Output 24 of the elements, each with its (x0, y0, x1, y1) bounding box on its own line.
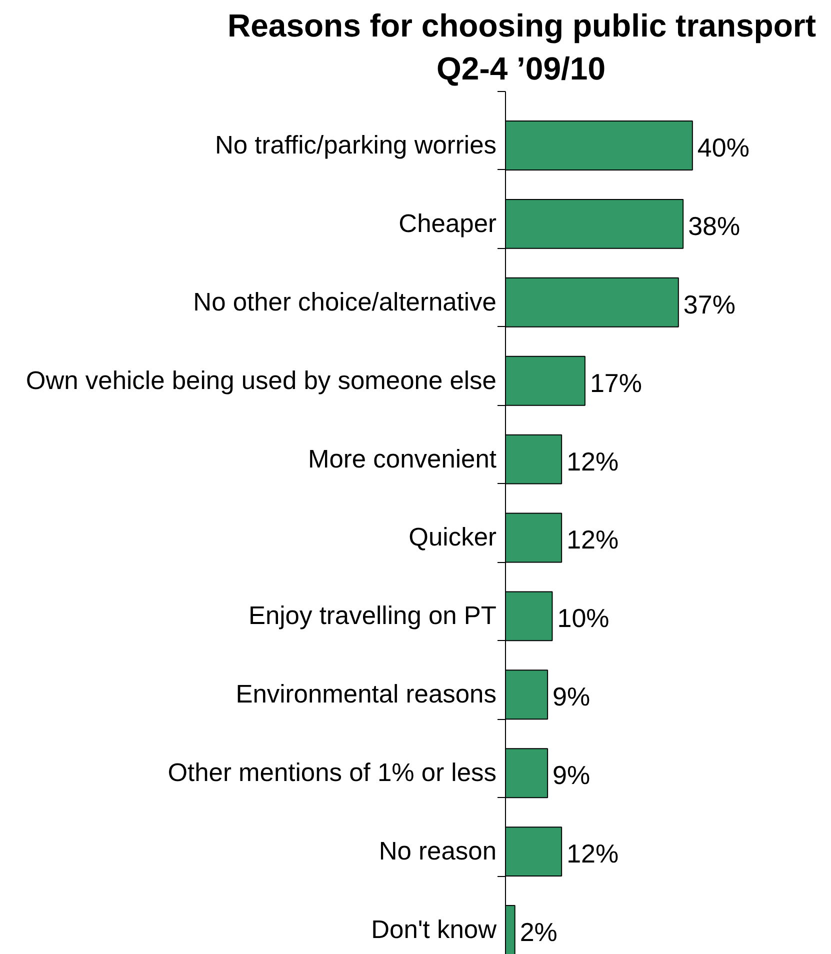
data-label: 12% (566, 524, 619, 555)
data-label: 17% (590, 368, 642, 398)
chart-subtitle: Q2-4 ’09/10 (436, 50, 606, 86)
data-label: 12% (566, 446, 619, 476)
y-tick-label: Don't know (371, 916, 498, 944)
data-label: 10% (557, 603, 610, 634)
y-tick-label: Enjoy travelling on PT (248, 602, 497, 630)
data-label: 9% (552, 682, 590, 712)
data-label: 2% (520, 917, 558, 948)
data-label: 37% (683, 289, 736, 320)
data-label: 12% (566, 838, 619, 869)
y-tick-label: Own vehicle being used by someone else (26, 366, 497, 395)
y-tick-label: Other mentions of 1% or less (168, 759, 496, 788)
chart-title: Reasons for choosing public transport (228, 8, 816, 44)
y-tick-label: Quicker (408, 524, 498, 552)
y-tick-label: No traffic/parking worries (214, 131, 496, 160)
y-tick-label: No other choice/alternative (193, 288, 497, 316)
y-tick-label: More convenient (308, 445, 497, 474)
data-label: 9% (552, 760, 590, 790)
data-label: 40% (697, 132, 750, 162)
y-tick-label: Environmental reasons (236, 680, 497, 709)
y-tick-label: No reason (378, 838, 497, 866)
y-tick-label: Cheaper (398, 210, 498, 238)
data-label: 38% (688, 210, 740, 241)
